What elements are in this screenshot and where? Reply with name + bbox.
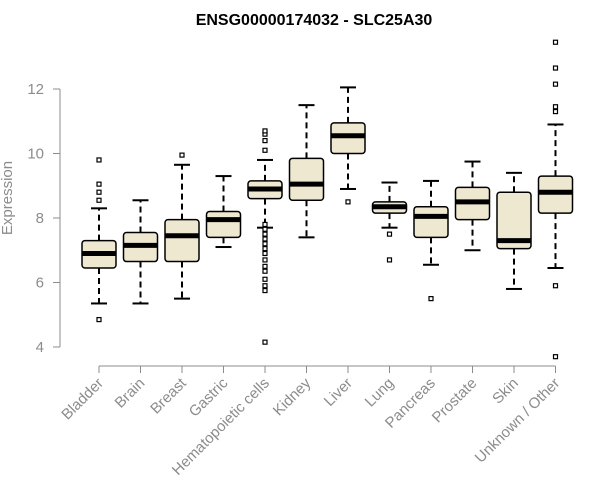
outlier-point [262, 339, 268, 345]
box-group [537, 39, 574, 360]
box-group [247, 128, 283, 345]
x-tick-label: Lung [362, 375, 398, 411]
box-group [164, 152, 200, 300]
outlier-point [552, 39, 559, 45]
outlier-point [262, 221, 268, 228]
outlier-point [552, 81, 559, 87]
y-tick-label: 6 [36, 275, 44, 292]
outlier-point [552, 354, 559, 360]
outlier-point [96, 197, 102, 203]
outlier-point [262, 276, 268, 282]
box-iqr [288, 157, 325, 202]
box-group [330, 86, 366, 205]
box-iqr [413, 205, 449, 239]
outlier-point [428, 296, 434, 302]
plot-area [81, 39, 574, 360]
y-tick-label: 4 [36, 339, 44, 356]
y-tick-label: 10 [27, 146, 44, 163]
outlier-point [262, 236, 268, 242]
outlier-point [262, 246, 268, 252]
outlier-point [262, 231, 268, 237]
outlier-point [96, 157, 102, 163]
y-axis: 4 6 8 10 12 [27, 81, 61, 356]
box-group [205, 175, 242, 249]
outlier-point [96, 181, 102, 187]
outlier-point [386, 231, 393, 237]
box-iqr [205, 210, 242, 239]
outlier-point [386, 257, 393, 263]
x-tick-label: Kidney [270, 374, 315, 419]
box-group [371, 181, 408, 263]
outlier-point [262, 287, 268, 294]
x-tick-label: Prostate [429, 375, 481, 427]
box-iqr [496, 191, 532, 250]
outlier-point [262, 257, 268, 263]
box-group [413, 179, 449, 302]
box-iqr [164, 218, 200, 263]
box-group [81, 157, 117, 323]
x-tick-label: Bladder [58, 375, 107, 424]
outlier-point [552, 108, 559, 115]
x-tick-label: Brain [112, 375, 149, 412]
outlier-point [262, 138, 268, 144]
box-group [496, 171, 532, 290]
outlier-point [179, 152, 185, 158]
outlier-point [262, 241, 268, 247]
x-tick-label: Skin [489, 375, 522, 408]
outlier-point [96, 316, 102, 323]
outlier-point [552, 65, 559, 71]
chart-title: ENSG00000174032 - SLC25A30 [196, 12, 433, 29]
x-tick-label: Breast [147, 374, 190, 417]
outlier-point [262, 226, 268, 232]
x-tick-label: Liver [321, 375, 356, 410]
outlier-point [552, 104, 559, 110]
y-tick-label: 12 [27, 81, 44, 98]
outlier-point [262, 250, 268, 257]
box-group [122, 199, 159, 305]
outlier-point [96, 189, 102, 195]
outlier-point [262, 147, 268, 153]
y-axis-label: Expression [0, 161, 16, 235]
outlier-point [262, 283, 268, 289]
outlier-point [552, 283, 559, 289]
outlier-point [262, 128, 268, 134]
box-group [454, 160, 491, 252]
outlier-point [262, 263, 268, 269]
y-tick-label: 8 [36, 210, 44, 227]
outlier-point [345, 199, 351, 205]
box-group [288, 104, 325, 239]
outlier-point [262, 268, 268, 274]
